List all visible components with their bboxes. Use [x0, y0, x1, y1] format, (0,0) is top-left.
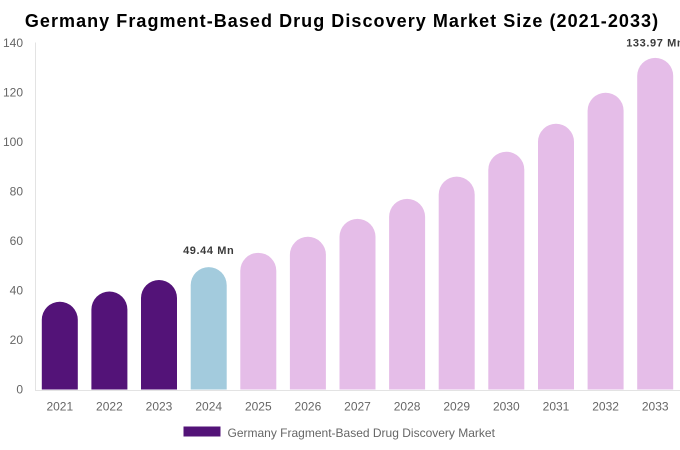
svg-text:2029: 2029	[443, 400, 470, 414]
svg-text:80: 80	[10, 185, 24, 199]
svg-text:133.97 Mn: 133.97 Mn	[626, 37, 680, 49]
svg-text:49.44 Mn: 49.44 Mn	[183, 245, 234, 257]
svg-text:Germany Fragment-Based Drug Di: Germany Fragment-Based Drug Discovery Ma…	[228, 426, 496, 440]
svg-text:20: 20	[10, 333, 24, 347]
svg-text:Germany Fragment-Based Drug Di: Germany Fragment-Based Drug Discovery Ma…	[25, 11, 659, 31]
svg-text:2024: 2024	[195, 400, 222, 414]
svg-text:2025: 2025	[245, 400, 272, 414]
svg-text:2022: 2022	[96, 400, 123, 414]
svg-text:2027: 2027	[344, 400, 371, 414]
svg-text:40: 40	[10, 284, 24, 298]
svg-text:2023: 2023	[146, 400, 173, 414]
svg-text:2033: 2033	[642, 400, 669, 414]
svg-text:2031: 2031	[543, 400, 570, 414]
svg-text:0: 0	[16, 383, 23, 397]
svg-text:2026: 2026	[295, 400, 322, 414]
svg-text:2021: 2021	[46, 400, 73, 414]
svg-text:2030: 2030	[493, 400, 520, 414]
svg-text:100: 100	[3, 135, 23, 149]
svg-text:140: 140	[3, 36, 23, 50]
svg-text:2028: 2028	[394, 400, 421, 414]
svg-text:2032: 2032	[592, 400, 619, 414]
svg-text:60: 60	[10, 234, 24, 248]
svg-text:120: 120	[3, 86, 23, 100]
